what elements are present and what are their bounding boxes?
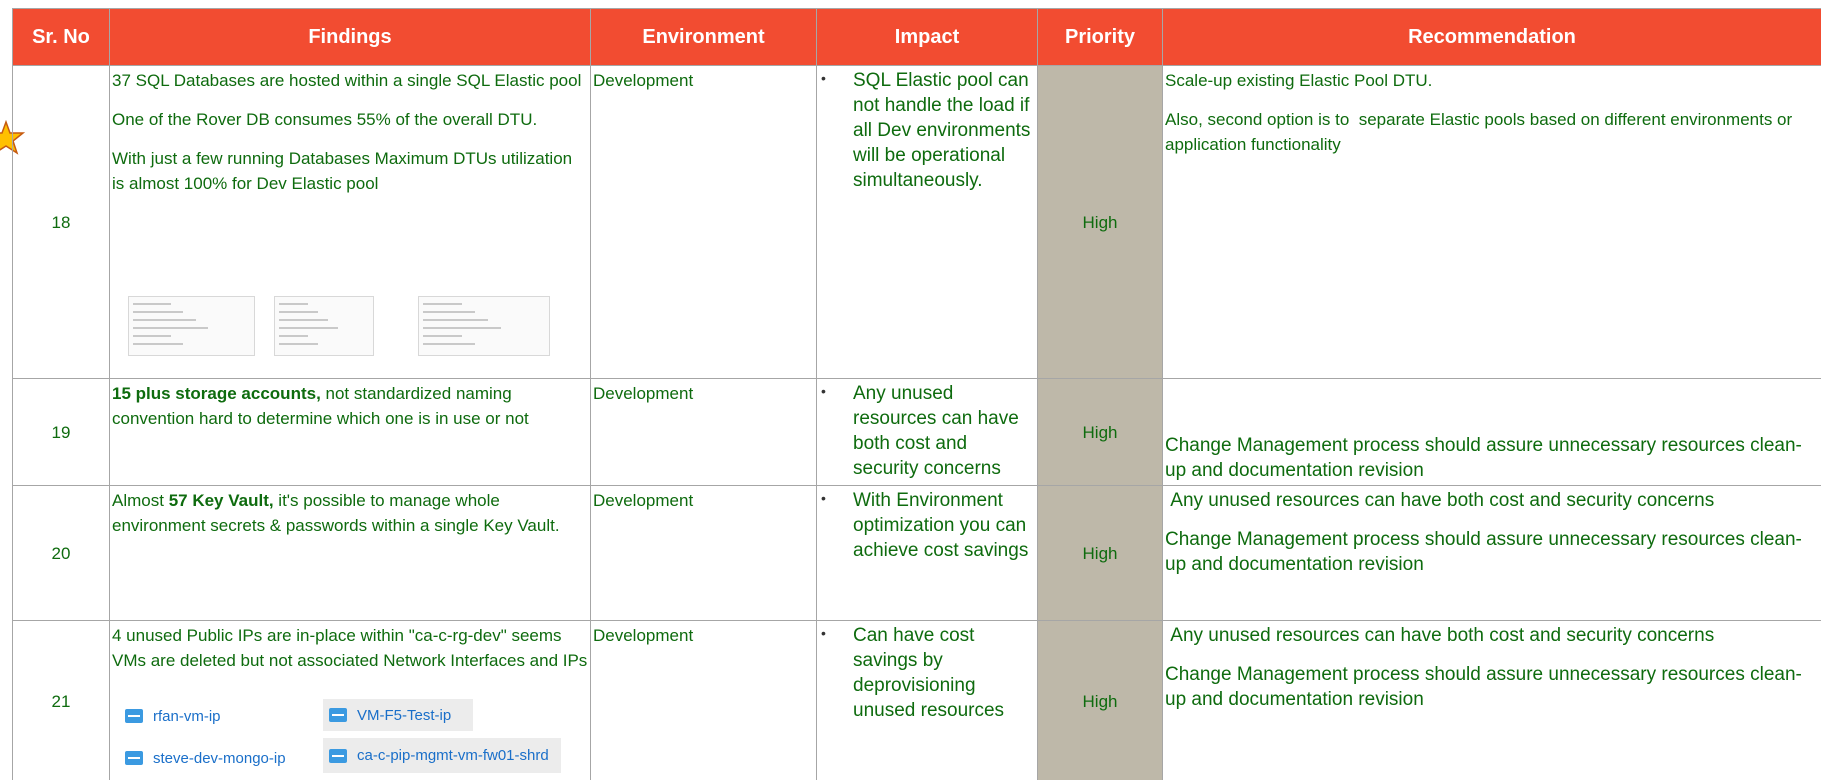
header-text: Environment xyxy=(642,25,765,48)
screenshot-thumbnail xyxy=(274,296,374,356)
sr-no: 18 xyxy=(51,212,71,232)
impact-cell: • Any unused resources can have both cost… xyxy=(816,378,1038,486)
priority-cell: High xyxy=(1037,378,1163,486)
recommendation-paragraph: Change Management process should assure … xyxy=(1165,664,1802,710)
sr-no-cell: 18 xyxy=(12,65,110,379)
finding-paragraph: 37 SQL Databases are hosted within a sin… xyxy=(112,68,588,93)
finding-paragraph: With just a few running Databases Maximu… xyxy=(112,146,588,196)
sr-no-cell: 21 xyxy=(12,620,110,780)
environment-cell: Development xyxy=(590,378,817,486)
bullet: • xyxy=(821,70,826,86)
environment: Development xyxy=(593,491,694,510)
recommendation-paragraph: Scale-up existing Elastic Pool DTU. xyxy=(1165,71,1433,90)
environment: Development xyxy=(593,384,694,403)
finding-text: 37 SQL Databases are hosted within a sin… xyxy=(112,71,582,90)
resource-icon xyxy=(125,751,143,765)
priority-cell: High xyxy=(1037,620,1163,780)
resource-name: VM-F5-Test-ip xyxy=(357,706,452,724)
environment-cell: Development xyxy=(590,620,817,780)
header-text: Recommendation xyxy=(1408,25,1576,48)
impact-cell: • With Environment optimization you can a… xyxy=(816,485,1038,621)
star-icon xyxy=(0,120,26,155)
environment: Development xyxy=(593,71,694,90)
finding-text: not standardized naming convention hard … xyxy=(112,384,529,428)
finding-paragraph: One of the Rover DB consumes 55% of the … xyxy=(112,107,588,132)
recommendation-paragraph: Also, second option is to separate Elast… xyxy=(1165,110,1797,154)
header-text: Priority xyxy=(1064,25,1136,48)
finding-text: Almost xyxy=(112,491,169,510)
resource-icon xyxy=(125,709,143,723)
impact-text: Can have cost savings by deprovisioning … xyxy=(853,625,1005,721)
impact-text: With Environment optimization you can ac… xyxy=(853,490,1029,561)
impact-cell: • SQL Elastic pool can not handle the loa… xyxy=(816,65,1038,379)
screenshot-thumbnail xyxy=(418,296,550,356)
finding-text: 4 unused Public IPs are in-place within … xyxy=(112,626,588,670)
recommendation-paragraph: Change Management process should assure … xyxy=(1165,435,1802,481)
impact-text: Any unused resources can have both cost … xyxy=(853,383,1019,479)
environment: Development xyxy=(593,626,694,645)
resource-name: steve-dev-mongo-ip xyxy=(153,749,286,767)
environment-cell: Development xyxy=(590,485,817,621)
bullet: • xyxy=(821,625,826,641)
impact-text: SQL Elastic pool can not handle the load… xyxy=(853,70,1031,191)
finding-bold: 57 Key Vault, xyxy=(168,491,274,510)
header-text: Findings xyxy=(308,25,392,48)
recommendation-paragraph: Change Management process should assure … xyxy=(1165,529,1802,575)
findings-cell: Almost 57 Key Vault, it's possible to ma… xyxy=(109,485,591,621)
header-cell: Impact xyxy=(816,8,1038,66)
findings-cell: 15 plus storage accounts, not standardiz… xyxy=(109,378,591,486)
recommendation-cell: Any unused resources can have both cost … xyxy=(1162,485,1821,621)
resource-name: ca-c-pip-mgmt-vm-fw01-shrd xyxy=(357,747,549,764)
header-text: Impact xyxy=(894,25,960,48)
bullet: • xyxy=(821,490,826,506)
header-cell: Environment xyxy=(590,8,817,66)
recommendation-cell: Change Management process should assure … xyxy=(1162,378,1821,486)
resource-name: rfan-vm-ip xyxy=(153,707,221,725)
header-cell: Findings xyxy=(109,8,591,66)
header-cell: Priority xyxy=(1037,8,1163,66)
finding-bold: 15 plus storage accounts, xyxy=(112,384,321,403)
screenshot-thumbnail xyxy=(128,296,255,356)
sr-no-cell: 19 xyxy=(12,378,110,486)
header-text: Sr. No xyxy=(32,25,90,48)
resource-chip: steve-dev-mongo-ip xyxy=(119,741,319,775)
finding-paragraph: 4 unused Public IPs are in-place within … xyxy=(112,623,588,673)
priority-cell: High xyxy=(1037,485,1163,621)
priority: High xyxy=(1082,543,1118,563)
resource-icon xyxy=(329,708,347,722)
bullet: • xyxy=(821,383,826,399)
sr-no-cell: 20 xyxy=(12,485,110,621)
findings-cell: 4 unused Public IPs are in-place within … xyxy=(109,620,591,780)
header-cell: Sr. No xyxy=(12,8,110,66)
resource-chip: rfan-vm-ip xyxy=(119,701,309,731)
finding-text: One of the Rover DB consumes 55% of the … xyxy=(112,110,538,129)
recommendation-paragraph: Any unused resources can have both cost … xyxy=(1165,625,1715,646)
finding-paragraph: Almost 57 Key Vault, it's possible to ma… xyxy=(112,488,588,538)
priority: High xyxy=(1082,691,1118,711)
sr-no: 19 xyxy=(51,422,71,442)
sr-no: 20 xyxy=(51,543,71,563)
finding-paragraph: 15 plus storage accounts, not standardiz… xyxy=(112,381,588,431)
priority: High xyxy=(1082,212,1118,232)
priority: High xyxy=(1082,422,1118,442)
environment-cell: Development xyxy=(590,65,817,379)
findings-cell: 37 SQL Databases are hosted within a sin… xyxy=(109,65,591,379)
priority-cell: High xyxy=(1037,65,1163,379)
finding-text: it's possible to manage whole environmen… xyxy=(112,491,560,535)
resource-icon xyxy=(329,748,347,763)
header-cell: Recommendation xyxy=(1162,8,1821,66)
recommendation-paragraph: Any unused resources can have both cost … xyxy=(1165,490,1715,511)
resource-chip: VM-F5-Test-ip xyxy=(323,699,473,731)
resource-chip: ca-c-pip-mgmt-vm-fw01-shrd xyxy=(323,738,561,773)
sr-no: 21 xyxy=(51,691,71,711)
recommendation-cell: Scale-up existing Elastic Pool DTU. Also,… xyxy=(1162,65,1821,379)
recommendation-cell: Any unused resources can have both cost … xyxy=(1162,620,1821,780)
impact-cell: • Can have cost savings by deprovisioning… xyxy=(816,620,1038,780)
finding-text: With just a few running Databases Maximu… xyxy=(112,149,573,193)
